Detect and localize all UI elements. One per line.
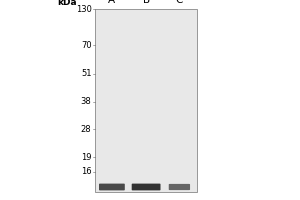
Bar [94,9,196,192]
Text: kDa: kDa [57,0,76,7]
Text: A: A [108,0,116,5]
Text: 70: 70 [81,40,92,49]
FancyBboxPatch shape [169,184,190,190]
Text: 38: 38 [81,98,92,106]
Text: 19: 19 [81,152,92,162]
Text: 16: 16 [81,168,92,176]
Text: B: B [142,0,150,5]
FancyBboxPatch shape [99,184,125,190]
Text: 130: 130 [76,4,91,14]
Text: C: C [176,0,183,5]
FancyBboxPatch shape [132,184,160,190]
Text: 28: 28 [81,124,92,134]
Text: 51: 51 [81,70,92,78]
